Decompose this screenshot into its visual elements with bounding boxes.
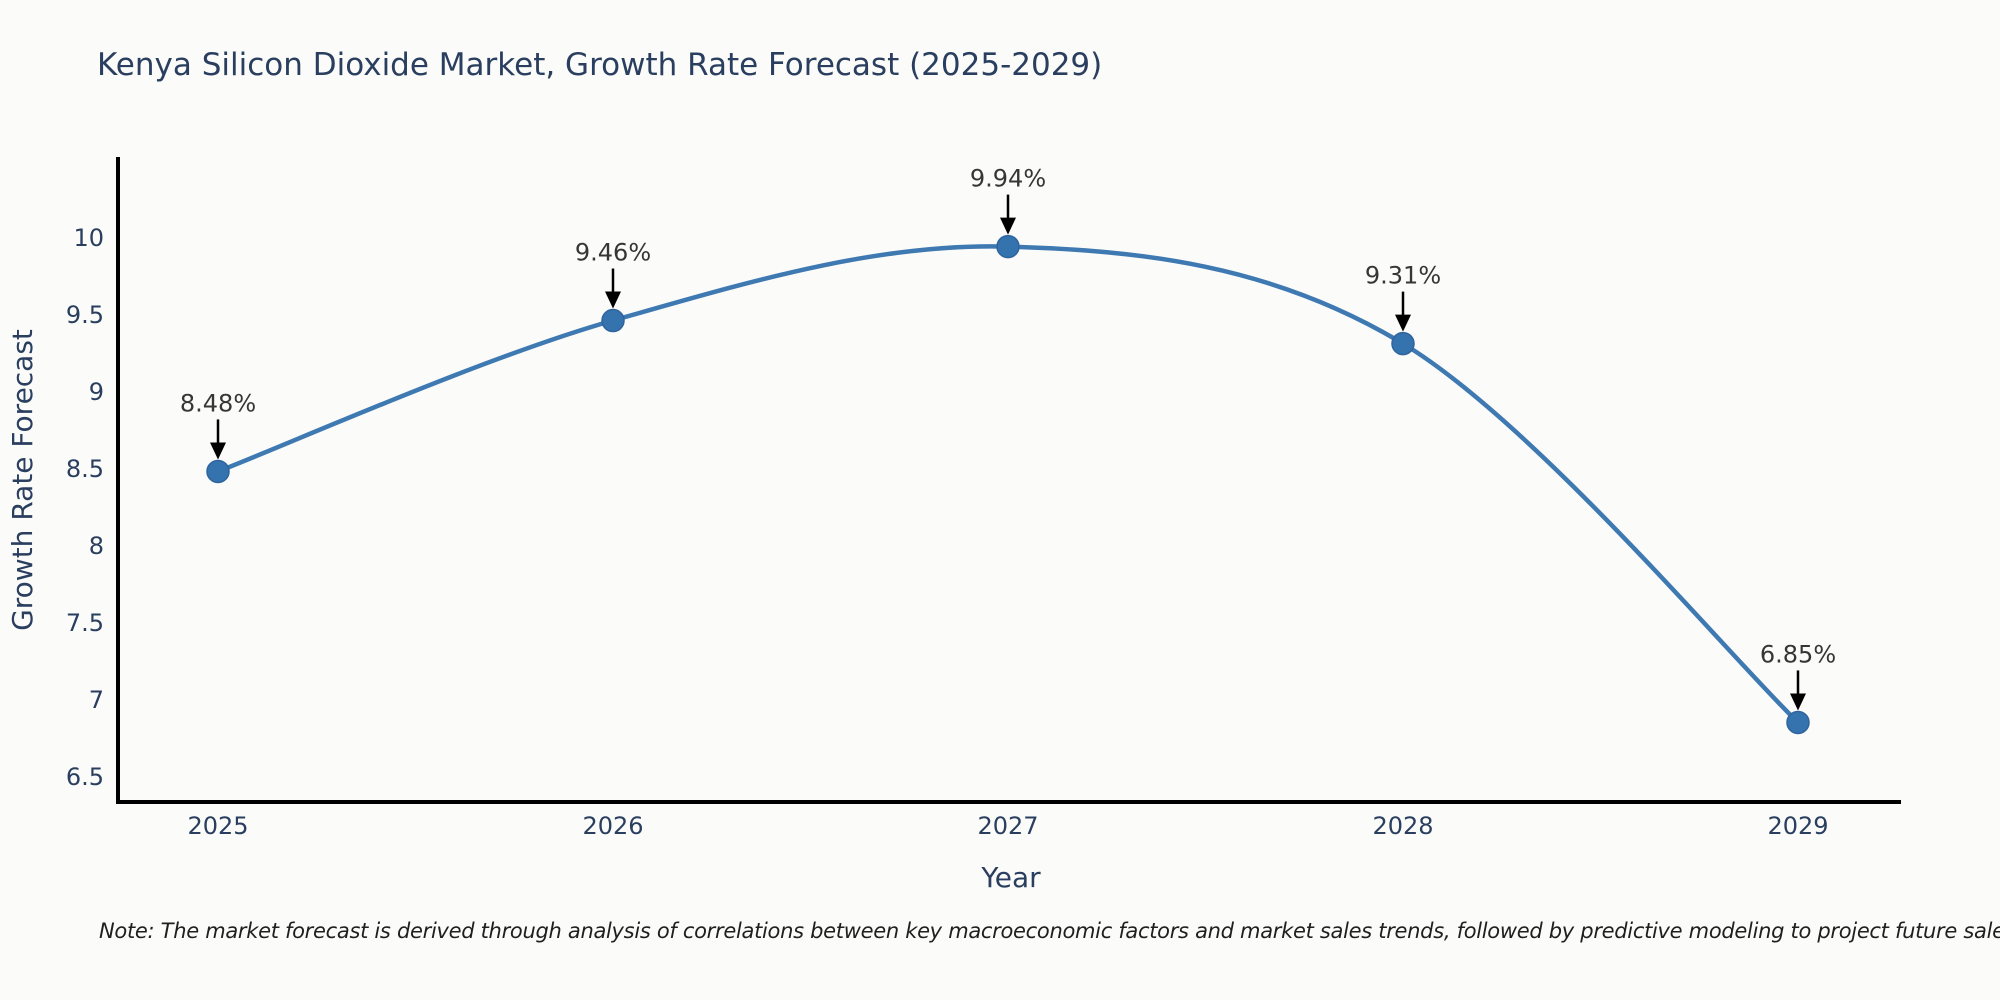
x-tick-label: 2025	[187, 812, 248, 840]
annotation-arrowhead	[1790, 693, 1806, 711]
annotation-arrowhead	[1000, 217, 1016, 235]
y-tick-label: 8	[89, 532, 104, 560]
data-point-marker[interactable]	[206, 459, 230, 484]
data-point-marker[interactable]	[1786, 710, 1810, 735]
data-point-label: 9.94%	[970, 165, 1046, 193]
annotation-arrowhead	[210, 442, 226, 460]
y-tick-label: 7	[89, 686, 104, 714]
chart-title: Kenya Silicon Dioxide Market, Growth Rat…	[97, 47, 1103, 83]
data-point-label: 9.46%	[575, 239, 651, 267]
x-tick-label: 2027	[977, 812, 1038, 840]
annotation-arrowhead	[1395, 314, 1411, 332]
trend-line	[215, 244, 1801, 725]
data-point-marker[interactable]	[1391, 331, 1415, 356]
data-point-marker[interactable]	[601, 308, 625, 333]
y-axis-title: Growth Rate Forecast	[6, 329, 39, 631]
x-tick-label: 2029	[1767, 812, 1828, 840]
y-tick-label: 8.5	[66, 455, 104, 483]
data-point-marker[interactable]	[996, 234, 1020, 259]
y-tick-label: 10	[73, 224, 104, 252]
annotation-arrowhead	[605, 291, 621, 309]
y-tick-label: 9	[89, 378, 104, 406]
data-point-label: 6.85%	[1760, 640, 1836, 668]
y-tick-label: 9.5	[66, 301, 104, 329]
data-point-label: 8.48%	[180, 389, 256, 417]
x-axis-title: Year	[980, 861, 1041, 894]
y-tick-label: 7.5	[66, 609, 104, 637]
x-tick-label: 2026	[582, 812, 643, 840]
footnote: Note: The market forecast is derived thr…	[99, 919, 2000, 943]
plot-content: 6.5 7 7.5 8 8.5 9 9.5 10 2025 2026 2027 2028 2029 8.4…	[66, 165, 1836, 840]
x-tick-label: 2028	[1372, 812, 1433, 840]
y-tick-label: 6.5	[66, 763, 104, 791]
data-point-label: 9.31%	[1365, 262, 1441, 290]
